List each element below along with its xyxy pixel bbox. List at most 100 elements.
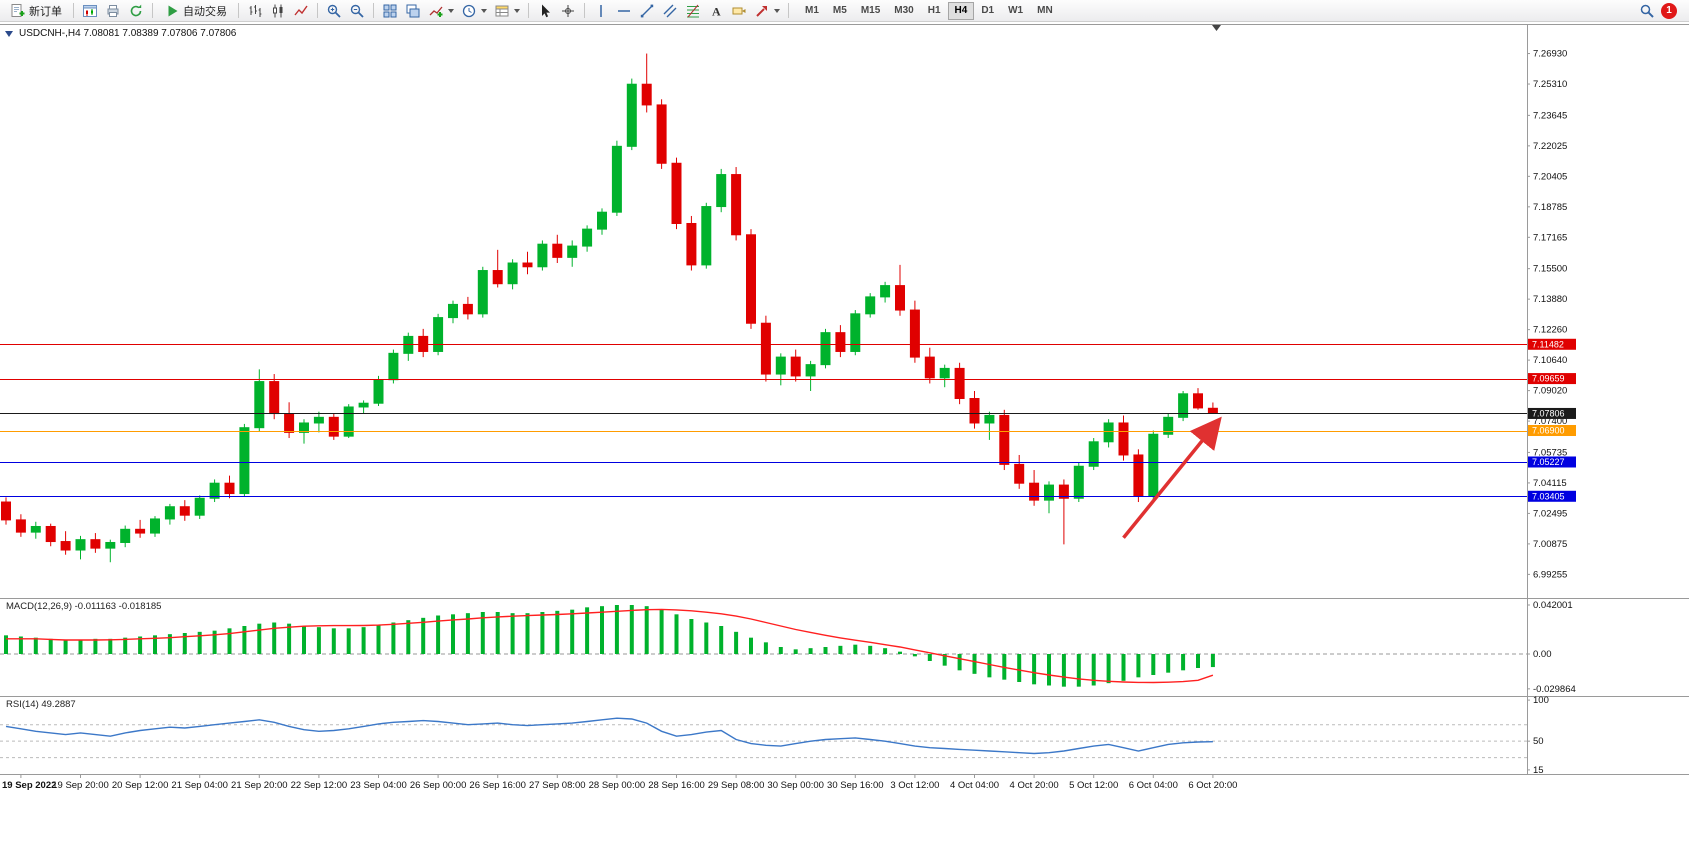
- candle-body: [15, 519, 26, 533]
- candle-body: [835, 332, 846, 352]
- candle-body: [492, 270, 503, 285]
- crosshair-button[interactable]: [557, 1, 579, 21]
- candle-body: [671, 162, 682, 224]
- chart-shift-marker[interactable]: [1212, 25, 1221, 31]
- macd-histogram-bar: [123, 637, 128, 654]
- price-axis[interactable]: 7.26930 7.25310 7.23645 7.22025 7.20405 7.187…: [1527, 49, 1567, 581]
- candle-body: [1163, 416, 1174, 435]
- macd-histogram-bar: [883, 648, 888, 654]
- chart-canvas[interactable]: 7.26930 7.25310 7.23645 7.22025 7.20405 7.187…: [0, 22, 1689, 855]
- macd-histogram-bar: [600, 606, 604, 654]
- templates-button[interactable]: [491, 1, 523, 21]
- new-order-button[interactable]: 新订单: [4, 1, 68, 21]
- candle-body: [716, 174, 727, 208]
- macd-histogram-bar: [18, 636, 23, 654]
- text-label-button[interactable]: [728, 1, 750, 21]
- macd-histogram-bar: [510, 613, 515, 654]
- new-chart-button[interactable]: [79, 1, 101, 21]
- search-button[interactable]: [1636, 1, 1658, 21]
- macd-histogram-bar: [1032, 654, 1037, 685]
- candle-body: [1058, 484, 1069, 499]
- candle-body: [284, 413, 295, 433]
- svg-text:7.04115: 7.04115: [1533, 478, 1567, 489]
- trend-arrow-object[interactable]: [1122, 416, 1222, 539]
- periods-button[interactable]: [458, 1, 490, 21]
- crosshair-icon: [560, 3, 576, 19]
- timeframe-button-d1[interactable]: D1: [974, 2, 1001, 20]
- timeframe-button-m5[interactable]: M5: [826, 2, 854, 20]
- svg-text:22 Sep 12:00: 22 Sep 12:00: [291, 780, 348, 791]
- arrows-button[interactable]: [751, 1, 783, 21]
- svg-text:19 Sep 20:00: 19 Sep 20:00: [52, 780, 109, 791]
- candle-body: [597, 211, 607, 230]
- candlestick-chart-button[interactable]: [267, 1, 289, 21]
- macd-histogram-bar: [182, 633, 187, 654]
- macd-histogram-bar: [898, 651, 902, 654]
- notification-badge[interactable]: 1: [1661, 2, 1677, 19]
- candle-body: [105, 541, 116, 549]
- svg-text:30 Sep 00:00: 30 Sep 00:00: [767, 780, 824, 791]
- macd-histogram-bar: [1017, 654, 1022, 682]
- fibonacci-button[interactable]: [682, 1, 704, 21]
- macd-histogram-bar: [316, 627, 321, 654]
- timeframe-button-m15[interactable]: M15: [854, 2, 887, 20]
- macd-histogram-bar: [540, 612, 545, 654]
- candle-body: [358, 402, 369, 408]
- timeframe-button-m1[interactable]: M1: [798, 2, 826, 20]
- channel-button[interactable]: [659, 1, 681, 21]
- svg-text:21 Sep 20:00: 21 Sep 20:00: [231, 780, 288, 791]
- auto-trading-button[interactable]: 自动交易: [158, 1, 233, 21]
- cursor-button[interactable]: [534, 1, 556, 21]
- zoom-in-button[interactable]: [323, 1, 345, 21]
- timeframe-button-h1[interactable]: H1: [921, 2, 948, 20]
- timeframe-button-mn[interactable]: MN: [1030, 2, 1060, 20]
- horizontal-line-button[interactable]: [613, 1, 635, 21]
- candle-body: [507, 262, 518, 285]
- vertical-line-button[interactable]: [590, 1, 612, 21]
- svg-text:7.18785: 7.18785: [1533, 202, 1567, 213]
- macd-histogram-bar: [287, 623, 292, 654]
- toolbar-separator: [373, 3, 374, 18]
- macd-histogram-bar: [778, 647, 783, 654]
- bar-chart-button[interactable]: [244, 1, 266, 21]
- zoom-in-icon: [326, 3, 342, 19]
- candle-body: [1118, 422, 1129, 456]
- macd-histogram-bar: [912, 654, 917, 657]
- profiles-button[interactable]: [102, 1, 124, 21]
- toolbar-separator: [317, 3, 318, 18]
- trendline-button[interactable]: [636, 1, 658, 21]
- refresh-button[interactable]: [125, 1, 147, 21]
- indicators-icon: [428, 3, 444, 19]
- macd-histogram-bar: [853, 644, 858, 654]
- macd-histogram-bar: [674, 614, 679, 654]
- svg-text:7.07806: 7.07806: [1532, 408, 1565, 418]
- toolbar-separator: [152, 3, 153, 18]
- rsi-panel: 100 50 15: [0, 695, 1549, 776]
- one-click-trading-toggle[interactable]: [5, 30, 13, 37]
- timeframe-button-m30[interactable]: M30: [887, 2, 920, 20]
- macd-histogram-bar: [1166, 654, 1171, 673]
- candle-body: [120, 528, 131, 543]
- macd-histogram-bar: [689, 619, 694, 654]
- candle-body: [45, 525, 56, 543]
- svg-text:30 Sep 16:00: 30 Sep 16:00: [827, 780, 884, 791]
- cascade-windows-button[interactable]: [402, 1, 424, 21]
- macd-histogram-bar: [659, 609, 664, 654]
- timeframe-button-h4[interactable]: H4: [947, 1, 975, 20]
- svg-text:28 Sep 16:00: 28 Sep 16:00: [648, 780, 705, 791]
- macd-histogram-bar: [451, 614, 455, 654]
- timeframe-button-w1[interactable]: W1: [1001, 2, 1030, 20]
- candle-body: [626, 83, 637, 147]
- macd-histogram-bar: [78, 640, 83, 654]
- candle-body: [1103, 422, 1114, 443]
- candle-body: [299, 422, 309, 433]
- tile-windows-button[interactable]: [379, 1, 401, 21]
- candle-body: [686, 222, 697, 266]
- macd-histogram-bar: [257, 623, 262, 654]
- zoom-out-button[interactable]: [346, 1, 368, 21]
- line-chart-button[interactable]: [290, 1, 312, 21]
- text-button[interactable]: A: [705, 1, 727, 21]
- indicators-button[interactable]: [425, 1, 457, 21]
- macd-histogram-bar: [838, 645, 843, 654]
